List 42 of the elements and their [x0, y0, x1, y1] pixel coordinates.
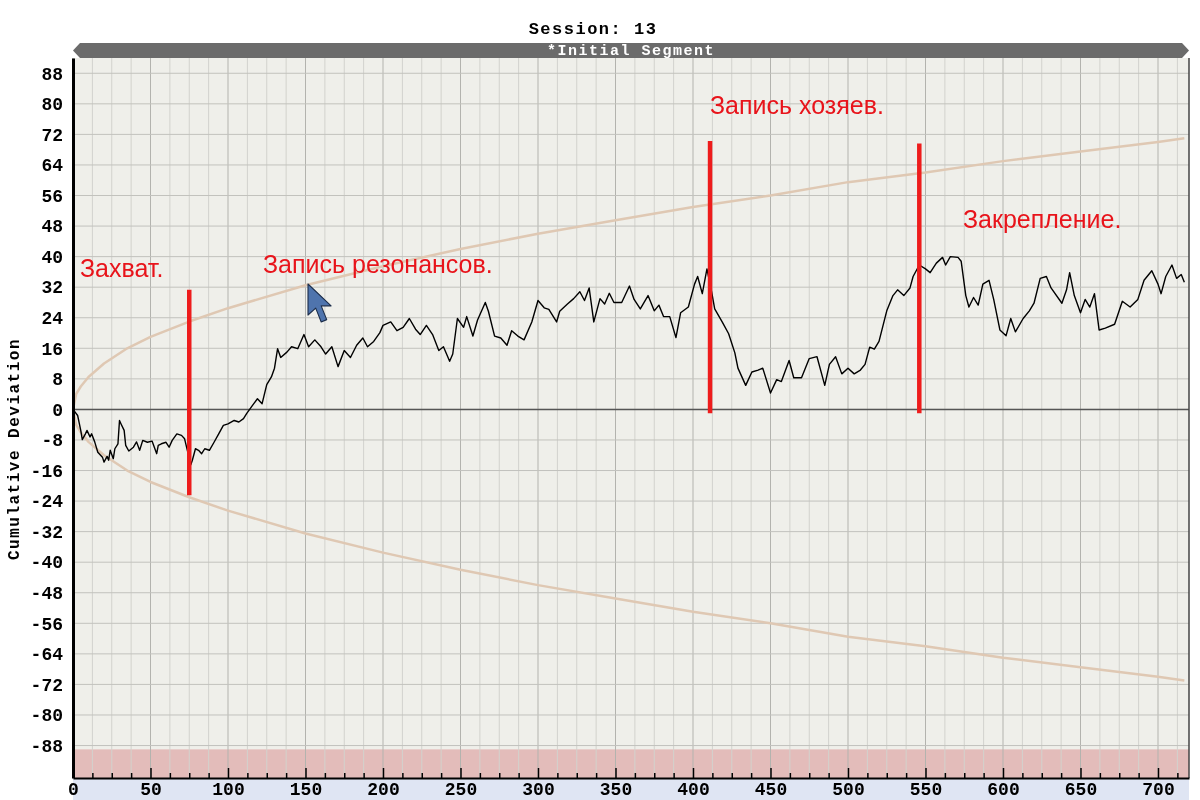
y-tick-label: -16: [30, 461, 63, 482]
x-tick-label: 250: [444, 779, 478, 800]
x-tick-label: 100: [212, 779, 245, 800]
x-tick-label: 500: [832, 779, 865, 800]
y-tick-label: 48: [41, 217, 63, 238]
x-tick-label: 550: [909, 779, 943, 800]
x-tick-label: 400: [677, 779, 710, 800]
y-tick-label: 80: [41, 95, 63, 116]
y-tick-label: -24: [30, 492, 64, 513]
x-tick-label: 300: [522, 779, 555, 800]
annotation: Запись хозяев.: [710, 91, 884, 119]
y-tick-label: 40: [41, 247, 63, 268]
y-tick-label: 8: [52, 370, 63, 391]
y-tick-label: -88: [30, 736, 63, 757]
y-tick-label: 72: [41, 125, 63, 146]
x-tick-label: 200: [367, 779, 400, 800]
y-tick-label: 32: [41, 278, 63, 299]
y-tick-label: -64: [30, 645, 64, 666]
y-axis-title: Cumulative Deviation: [6, 337, 24, 561]
y-tick-label: -56: [30, 614, 63, 635]
y-tick-label: -80: [30, 706, 63, 727]
x-tick-label: 450: [754, 779, 788, 800]
y-tick-label: -40: [30, 553, 63, 574]
y-tick-label: 0: [52, 400, 63, 421]
chart-title: Session: 13: [528, 20, 658, 39]
x-tick-label: 0: [68, 779, 79, 800]
chart-subtitle: *Initial Segment: [546, 43, 716, 60]
y-tick-label: -32: [30, 522, 63, 543]
y-tick-label: 88: [41, 64, 63, 85]
y-tick-label: 16: [41, 339, 63, 360]
x-tick-label: 50: [140, 779, 162, 800]
x-tick-label: 650: [1064, 779, 1098, 800]
y-tick-label: -72: [30, 675, 63, 696]
y-tick-label: -48: [30, 584, 63, 605]
x-tick-label: 600: [987, 779, 1020, 800]
x-tick-label: 700: [1142, 779, 1175, 800]
y-tick-label: 24: [41, 308, 64, 329]
x-tick-label: 350: [599, 779, 633, 800]
y-tick-label: 56: [41, 186, 63, 207]
y-tick-label: 64: [41, 156, 64, 177]
x-tick-label: 150: [289, 779, 323, 800]
y-tick-label: -8: [41, 431, 63, 452]
